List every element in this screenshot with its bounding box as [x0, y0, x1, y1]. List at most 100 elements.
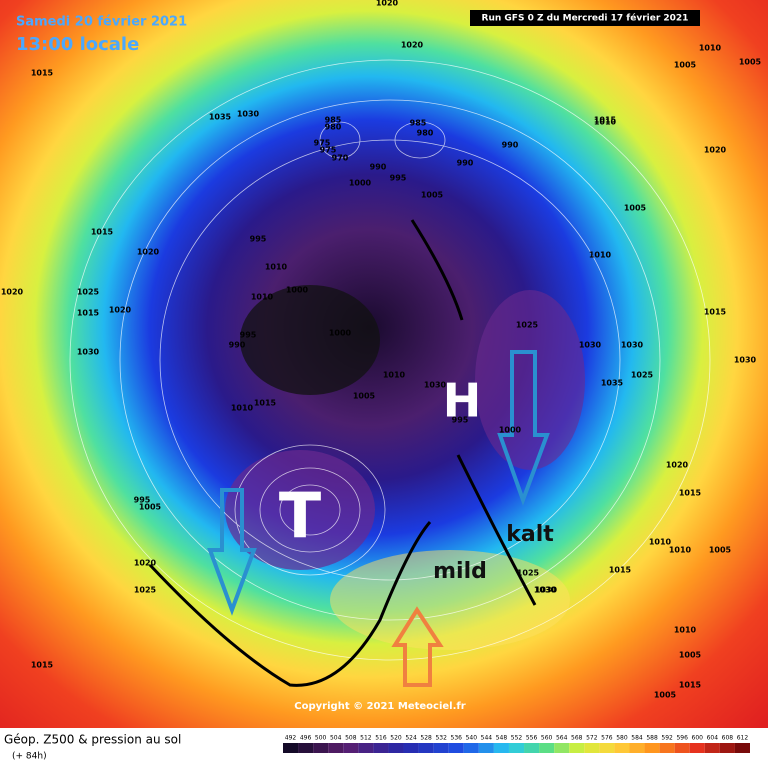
legend-swatch: [328, 743, 344, 753]
isobar-label: 990: [370, 163, 387, 172]
isobar-label: 975: [320, 146, 337, 155]
isobar-label: 1000: [329, 329, 352, 338]
legend-tick-label: 528: [420, 735, 432, 742]
isobar-label: 995: [250, 235, 267, 244]
legend-tick-label: 532: [435, 735, 447, 742]
isobar-label: 1000: [349, 179, 372, 188]
isobar-label: 985: [410, 119, 427, 128]
isobar-label: 990: [229, 341, 246, 350]
legend-swatch: [719, 743, 735, 753]
legend-swatch: [614, 743, 630, 753]
isobar-label: 1010: [589, 251, 612, 260]
isobar-label: 1025: [517, 569, 540, 578]
isobar-label: 1005: [674, 61, 697, 70]
isobar-label: 1025: [77, 288, 100, 297]
map-title: Samedi 20 février 2021: [16, 15, 187, 30]
isobar-label: 995: [240, 331, 257, 340]
isobar-label: 975: [314, 139, 331, 148]
isobar-label: 1015: [679, 489, 702, 498]
legend-swatch: [358, 743, 374, 753]
isobar-label: 1030: [534, 586, 557, 595]
isobar-label: 1015: [77, 309, 100, 318]
legend-swatch: [403, 743, 419, 753]
legend-tick-label: 516: [375, 735, 387, 742]
isobar-label: 1010: [669, 546, 692, 555]
isobar-label: 1005: [353, 392, 376, 401]
legend-tick-label: 604: [707, 735, 719, 742]
legend-tick-label: 612: [737, 735, 749, 742]
isobar-label: 980: [417, 129, 434, 138]
isobar-label: 995: [452, 416, 469, 425]
legend-tick-label: 536: [451, 735, 463, 742]
legend-swatch: [493, 743, 509, 753]
cold-label: kalt: [506, 522, 554, 547]
isobar-label: 1005: [139, 503, 162, 512]
legend-tick-label: 588: [646, 735, 658, 742]
arrows: [207, 350, 550, 687]
isobar-label: 995: [390, 174, 407, 183]
isobar-label: 985: [325, 116, 342, 125]
product-label: Géop. Z500 & pression au sol: [4, 733, 181, 747]
run-box: [470, 10, 700, 26]
legend-swatch: [478, 743, 494, 753]
legend-swatch: [569, 743, 585, 753]
isobar-label: 1010: [265, 263, 288, 272]
isobar-label: 1020: [1, 288, 24, 297]
isobar-label: 1015: [31, 661, 54, 670]
low-core: [225, 450, 375, 570]
isobar-label: 1030: [535, 586, 558, 595]
legend-tick-label: 568: [571, 735, 583, 742]
legend-swatch: [298, 743, 314, 753]
legend-swatch: [629, 743, 645, 753]
legend-tick-label: 492: [285, 735, 297, 742]
isobar-label: 1010: [383, 371, 406, 380]
isobar-label: 1015: [594, 116, 617, 125]
legend-tick-label: 500: [315, 735, 327, 742]
isobar-label: 1005: [679, 651, 702, 660]
map-time: 13:00 locale: [16, 34, 139, 55]
isobar-label: 1030: [77, 348, 100, 357]
isobar-label: 1010: [231, 404, 254, 413]
legend-tick-label: 520: [390, 735, 402, 742]
legend-tick-label: 508: [345, 735, 357, 742]
legend-tick-label: 504: [330, 735, 342, 742]
legend-tick-label: 572: [586, 735, 598, 742]
legend-swatch: [313, 743, 329, 753]
legend-swatch: [343, 743, 359, 753]
isobar-label: 1000: [499, 426, 522, 435]
isobar-label: 1025: [134, 586, 157, 595]
legend-swatch: [433, 743, 449, 753]
isobar-label: 1030: [621, 341, 644, 350]
legend-tick-label: 576: [601, 735, 613, 742]
isobar-label: 1025: [631, 371, 654, 380]
legend-tick-label: 592: [661, 735, 673, 742]
isobar-label: 1035: [601, 379, 624, 388]
isobar-label: 980: [325, 123, 342, 132]
isobar-label: 1005: [739, 58, 762, 67]
low-label: T: [279, 479, 321, 552]
isobar-label: 1035: [209, 113, 232, 122]
isobar-label: 1015: [91, 228, 114, 237]
isobar-label: 1030: [424, 381, 447, 390]
legend-swatch: [584, 743, 600, 753]
warm-area: [330, 550, 570, 650]
legend-swatch: [448, 743, 464, 753]
isobar-label: 1015: [679, 681, 702, 690]
isobar-label: 1005: [421, 191, 444, 200]
isobar-label: 990: [502, 141, 519, 150]
legend-swatch: [283, 743, 299, 753]
legend-swatch: [674, 743, 690, 753]
isobar-label: 1005: [624, 204, 647, 213]
isobar-label: 1005: [654, 691, 677, 700]
legend-tick-label: 556: [526, 735, 538, 742]
isobar-label: 1030: [579, 341, 602, 350]
legend-swatch: [418, 743, 434, 753]
legend-swatch: [554, 743, 570, 753]
legend-tick-label: 496: [300, 735, 312, 742]
legend-swatch: [508, 743, 525, 753]
isobar-label: 1000: [286, 286, 309, 295]
isobar-label: 1015: [704, 308, 727, 317]
isobar-label: 1025: [516, 321, 539, 330]
legend-tick-label: 524: [405, 735, 417, 742]
